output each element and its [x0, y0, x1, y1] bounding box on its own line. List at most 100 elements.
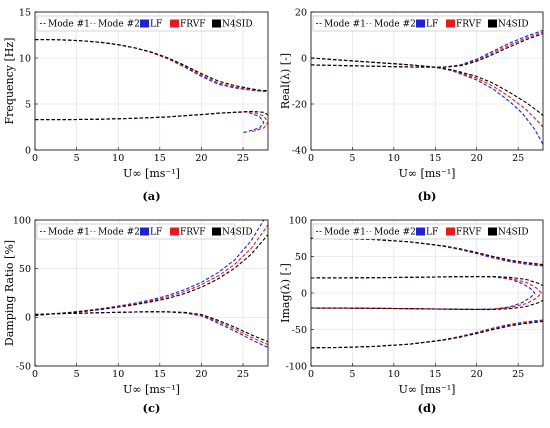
y-tick-label: 20	[295, 7, 307, 18]
x-tick-label: 15	[429, 369, 441, 380]
legend-label-frvf: FRVF	[180, 228, 205, 238]
series-line-n4sid-mode1	[311, 33, 543, 68]
x-axis-label: U∞ [ms⁻¹]	[399, 167, 456, 180]
series-line-frvf-mode1	[35, 311, 268, 346]
x-tick-label: 10	[388, 153, 400, 164]
series-line-n4sid-mode2	[311, 276, 543, 287]
y-axis-label: Real(λ) [-]	[279, 53, 292, 109]
series-group	[35, 39, 268, 134]
legend-swatch-n4sid	[488, 227, 497, 236]
series-line-n4sid-mode1	[311, 320, 543, 349]
x-tick-label: 20	[195, 153, 207, 164]
x-tick-label: 5	[74, 369, 80, 380]
y-tick-label: -20	[292, 99, 307, 110]
y-tick-label: 10	[19, 53, 31, 64]
x-tick-label: 0	[32, 369, 38, 380]
x-tick-label: 15	[154, 153, 166, 164]
series-group	[35, 220, 268, 348]
y-tick-label: 100	[13, 215, 31, 226]
x-tick-label: 25	[237, 153, 249, 164]
x-tick-label: 15	[154, 369, 166, 380]
legend-swatch-frvf	[446, 19, 455, 28]
legend-swatch-n4sid	[212, 19, 221, 28]
legend-label-mode1: Mode #1	[324, 20, 366, 30]
x-tick-label: 20	[471, 153, 483, 164]
panel-caption: (a)	[142, 189, 160, 203]
y-tick-label: -40	[292, 145, 307, 156]
legend-box	[36, 223, 236, 240]
series-line-n4sid-mode2	[311, 299, 543, 310]
legend-box	[312, 15, 512, 32]
series-line-lf-mode1	[35, 39, 268, 93]
series-line-n4sid-mode2	[35, 234, 268, 316]
legend-swatch-lf	[416, 227, 425, 236]
legend-label-frvf: FRVF	[456, 228, 481, 238]
legend-label-mode2: Mode #2	[98, 228, 140, 238]
x-tick-label: 10	[112, 369, 124, 380]
y-tick-label: 0	[25, 145, 31, 156]
series-line-lf-mode1	[311, 237, 543, 267]
x-tick-label: 5	[74, 153, 80, 164]
x-tick-label: 0	[308, 153, 314, 164]
y-axis-label: Frequency [Hz]	[3, 38, 16, 125]
legend: Mode #1 Mode #2 LF FRVF N4SID	[36, 223, 253, 240]
legend-label-lf: LF	[426, 228, 438, 238]
series-line-frvf-mode1	[35, 39, 268, 92]
legend-label-frvf: FRVF	[180, 20, 205, 30]
legend-label-frvf: FRVF	[456, 20, 481, 30]
legend-swatch-lf	[140, 227, 149, 236]
x-tick-label: 0	[308, 369, 314, 380]
legend-swatch-lf	[416, 19, 425, 28]
x-tick-label: 25	[237, 369, 249, 380]
legend-label-mode2: Mode #2	[374, 20, 416, 30]
legend-label-mode1: Mode #1	[48, 20, 90, 30]
x-tick-label: 10	[112, 153, 124, 164]
legend-label-mode1: Mode #1	[48, 228, 90, 238]
x-axis-label: U∞ [ms⁻¹]	[123, 383, 180, 396]
legend-swatch-n4sid	[488, 19, 497, 28]
legend-swatch-n4sid	[212, 227, 221, 236]
legend: Mode #1 Mode #2 LF FRVF N4SID	[36, 15, 253, 32]
series-group	[311, 29, 543, 145]
x-tick-label: 20	[195, 369, 207, 380]
panel-caption: (c)	[143, 401, 161, 415]
axes-frame	[310, 11, 544, 151]
panel-1: 0 5 10 15 20 25 -40 -20 0 20 U∞ [ms⁻¹] Real(λ) [-] (…	[279, 7, 544, 203]
x-tick-label: 0	[32, 153, 38, 164]
axes-frame	[34, 11, 269, 151]
series-group	[311, 237, 543, 349]
y-tick-label: 15	[19, 7, 31, 18]
y-tick-label: 0	[25, 313, 31, 324]
x-tick-label: 5	[349, 369, 355, 380]
y-tick-label: -50	[292, 325, 307, 336]
legend-label-lf: LF	[426, 20, 438, 30]
y-tick-label: 50	[19, 264, 31, 275]
x-axis-label: U∞ [ms⁻¹]	[123, 167, 180, 180]
series-line-lf-mode1	[311, 319, 543, 349]
panel-0: 0 5 10 15 20 25 0 5 10 15 U∞ [ms⁻¹] Frequency [Hz] (…	[3, 7, 269, 203]
series-line-n4sid-mode1	[311, 237, 543, 266]
x-axis-label: U∞ [ms⁻¹]	[399, 383, 456, 396]
x-tick-label: 25	[512, 369, 524, 380]
panel-3: 0 5 10 15 20 25 -100 -50 0 50 100 U∞ [ms⁻¹] Imag(λ) …	[279, 215, 544, 415]
legend-label-mode1: Mode #1	[324, 228, 366, 238]
legend-swatch-lf	[140, 19, 149, 28]
legend-swatch-frvf	[170, 19, 179, 28]
series-line-lf-mode2	[311, 57, 543, 145]
y-tick-label: 50	[295, 252, 307, 263]
series-line-n4sid-mode2	[311, 57, 543, 116]
legend-label-n4sid: N4SID	[222, 20, 253, 30]
y-tick-label: 0	[301, 288, 307, 299]
series-line-frvf-mode2	[35, 111, 268, 133]
legend-box	[36, 15, 236, 32]
y-tick-label: 5	[25, 99, 31, 110]
panel-caption: (d)	[418, 401, 437, 415]
x-tick-label: 25	[512, 153, 524, 164]
x-tick-label: 20	[471, 369, 483, 380]
y-axis-label: Imag(λ) [-]	[279, 263, 292, 323]
y-tick-label: -100	[286, 361, 307, 372]
legend-swatch-frvf	[446, 227, 455, 236]
series-line-frvf-mode2	[311, 57, 543, 128]
